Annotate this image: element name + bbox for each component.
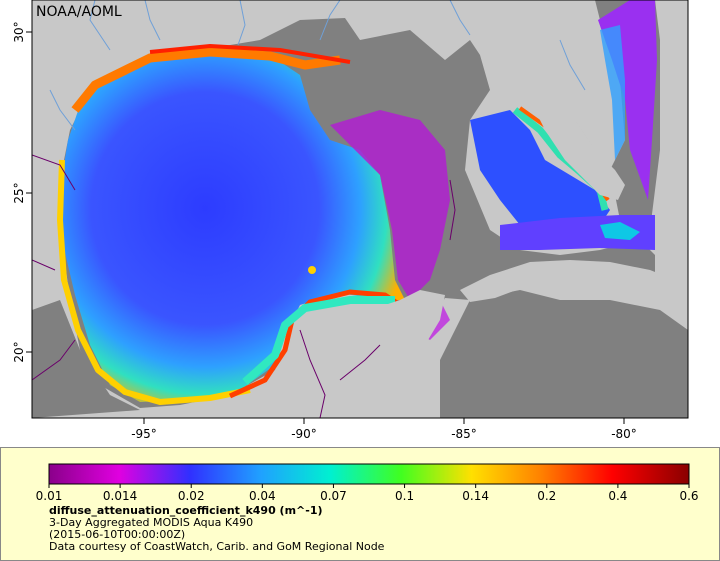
lat-axis: 30° 25° 20° <box>12 21 32 363</box>
florida-shelf-data <box>470 110 610 225</box>
island-speck <box>308 266 316 274</box>
colorbar-tick-label: 0.01 <box>36 489 63 503</box>
atlantic-stripe-data <box>600 25 625 160</box>
colorbar-tick-label: 0.2 <box>537 489 556 503</box>
colorbar-tick-label: 0.04 <box>249 489 276 503</box>
variable-name: diffuse_attenuation_coefficient_k490 (m^… <box>49 504 323 517</box>
coastal-high-band <box>149 43 351 64</box>
political-borders <box>32 154 456 418</box>
lat-tick-label: 30° <box>12 21 26 42</box>
map-border <box>31 0 689 419</box>
legend-panel: 0.01 0.014 0.02 0.04 0.07 0.1 0.14 0.2 0.4 0.6 di… <box>0 447 720 561</box>
colorbar-ticks: 0.01 0.014 0.02 0.04 0.07 0.1 0.14 0.2 0.4 0.6 <box>36 484 699 503</box>
yucatan-land <box>380 290 445 365</box>
colorbar: 0.01 0.014 0.02 0.04 0.07 0.1 0.14 0.2 0.4 0.6 <box>36 463 699 503</box>
colorbar-tick-label: 0.02 <box>178 489 205 503</box>
lon-tick-label: -85° <box>451 427 477 441</box>
lon-tick-label: -95° <box>131 427 157 441</box>
colorbar-tick-label: 0.14 <box>462 489 489 503</box>
coastal-high-band <box>71 47 341 113</box>
dataset-description: 3-Day Aggregated MODIS Aqua K490 <box>49 516 254 529</box>
colorbar-tick-label: 0.014 <box>103 489 137 503</box>
lat-tick-label: 25° <box>12 182 26 203</box>
coastal-mid-band <box>242 296 395 385</box>
colorbar-tick-label: 0.1 <box>395 489 414 503</box>
purple-data-region <box>330 110 450 300</box>
coastal-high-band <box>57 159 251 405</box>
no-data-region <box>32 300 140 418</box>
cuba-land <box>460 260 688 302</box>
no-data-region <box>440 290 688 418</box>
dataset-date: (2015-06-10T00:00:00Z) <box>49 528 186 541</box>
river-lines <box>49 0 586 131</box>
gulf-water-data <box>60 50 405 402</box>
data-source: Data courtesy of CoastWatch, Carib. and … <box>49 540 385 553</box>
lon-tick-label: -90° <box>291 427 317 441</box>
colorbar-tick-label: 0.4 <box>608 489 627 503</box>
florida-land <box>470 40 625 200</box>
lat-tick-label: 20° <box>12 341 26 362</box>
credit-label: NOAA/AOML <box>36 4 122 20</box>
lon-axis: -95° -90° -85° -80° <box>131 418 637 441</box>
bahamas-data <box>600 222 640 240</box>
colorbar-gradient <box>48 463 690 485</box>
colorbar-tick-label: 0.07 <box>320 489 347 503</box>
lon-tick-label: -80° <box>611 427 637 441</box>
colorbar-tick-label: 0.6 <box>679 489 698 503</box>
